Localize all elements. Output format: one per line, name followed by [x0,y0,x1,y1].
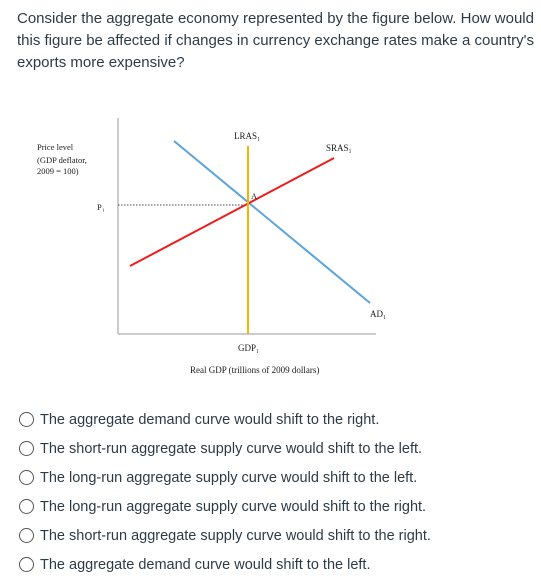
option-label: The long-run aggregate supply curve woul… [40,469,418,486]
option-ad-left[interactable]: The aggregate demand curve would shift t… [19,550,539,579]
radio-button[interactable] [19,441,34,456]
radio-button[interactable] [19,499,34,514]
radio-button[interactable] [19,528,34,543]
option-label: The long-run aggregate supply curve woul… [40,498,427,515]
point-a-label: A [251,191,258,201]
sras-label: SRAS₁ [326,143,352,153]
option-label: The short-run aggregate supply curve wou… [40,527,431,544]
y-axis-label-line3: 2009 = 100) [37,166,79,176]
x-axis-label: Real GDP (trillions of 2009 dollars) [190,365,319,375]
option-ad-right[interactable]: The aggregate demand curve would shift t… [19,405,539,434]
y-axis-label-line2: (GDP deflator, [37,155,87,165]
radio-button[interactable] [19,557,34,572]
answer-options: The aggregate demand curve would shift t… [19,405,539,579]
option-label: The aggregate demand curve would shift t… [40,411,380,428]
y-axis-label-line1: Price level [37,142,74,152]
option-label: The short-run aggregate supply curve wou… [40,440,423,457]
ad-curve [173,140,371,304]
question-text: Consider the aggregate economy represent… [17,10,535,71]
sras-curve [129,157,335,267]
option-sras-left[interactable]: The short-run aggregate supply curve wou… [19,434,539,463]
lras-label: LRAS₁ [234,131,260,141]
option-sras-right[interactable]: The short-run aggregate supply curve wou… [19,521,539,550]
option-label: The aggregate demand curve would shift t… [40,556,371,573]
radio-button[interactable] [19,470,34,485]
gdp1-label: GDP₁ [238,343,259,353]
as-ad-figure: Price level (GDP deflator, 2009 = 100) P… [37,118,386,375]
p1-label: P₁ [97,202,105,212]
ad-label: AD₁ [370,309,386,319]
option-lras-right[interactable]: The long-run aggregate supply curve woul… [19,492,539,521]
radio-button[interactable] [19,412,34,427]
option-lras-left[interactable]: The long-run aggregate supply curve woul… [19,463,539,492]
